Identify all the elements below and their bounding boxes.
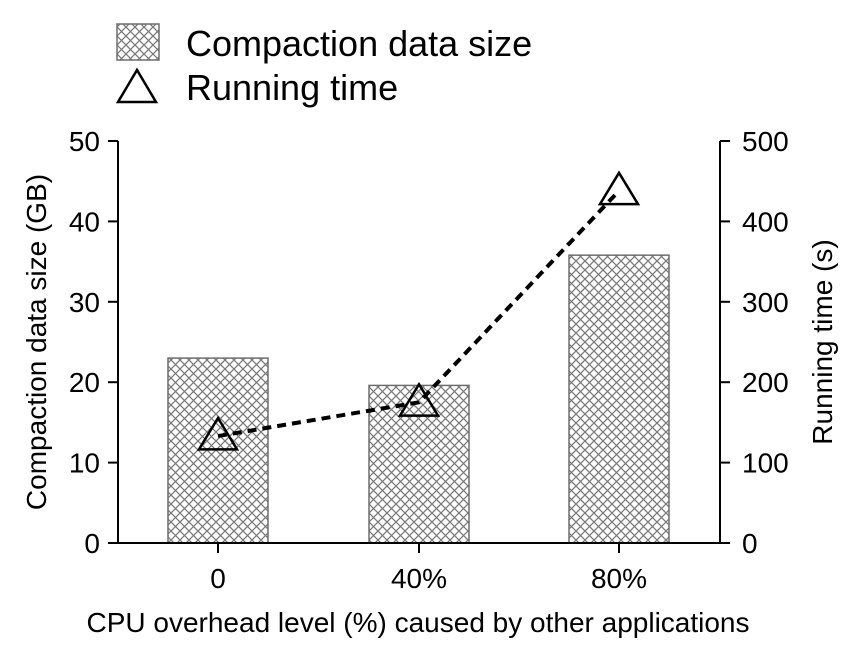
left-tick-label: 20	[69, 367, 100, 398]
bar-1	[368, 384, 470, 544]
legend-swatch-compaction	[116, 23, 160, 61]
x-axis-title: CPU overhead level (%) caused by other a…	[86, 607, 749, 638]
right-tick-label: 400	[742, 206, 789, 237]
left-y-ticks: 0 10 20 30 40 50	[69, 126, 118, 559]
running-time-series	[196, 170, 641, 451]
left-tick-label: 10	[69, 448, 100, 479]
x-tick-label: 40%	[391, 563, 447, 594]
bar-2	[568, 254, 670, 544]
right-axis-title: Running time (s)	[807, 239, 838, 444]
running-time-line	[217, 189, 621, 439]
left-tick-label: 40	[69, 206, 100, 237]
right-tick-label: 100	[742, 448, 789, 479]
left-axis-title: Compaction data size (GB)	[21, 174, 52, 510]
bar-series	[167, 254, 670, 544]
right-tick-label: 0	[742, 528, 758, 559]
legend-label-compaction: Compaction data size	[186, 23, 532, 64]
running-time-point-2	[597, 170, 641, 206]
running-time-point-1	[397, 381, 441, 417]
running-time-point-0	[196, 415, 240, 451]
left-tick-label: 0	[84, 528, 100, 559]
left-tick-label: 50	[69, 126, 100, 157]
legend: Compaction data size Running time	[115, 23, 532, 108]
legend-label-running-time: Running time	[186, 67, 398, 108]
legend-marker-running-time	[115, 67, 159, 104]
right-y-ticks: 0 100 200 300 400 500	[720, 126, 789, 559]
x-tick-label: 0	[210, 563, 226, 594]
left-tick-label: 30	[69, 287, 100, 318]
right-tick-label: 500	[742, 126, 789, 157]
x-ticks: 0 40% 80%	[210, 543, 647, 594]
x-tick-label: 80%	[591, 563, 647, 594]
right-tick-label: 200	[742, 367, 789, 398]
right-tick-label: 300	[742, 287, 789, 318]
